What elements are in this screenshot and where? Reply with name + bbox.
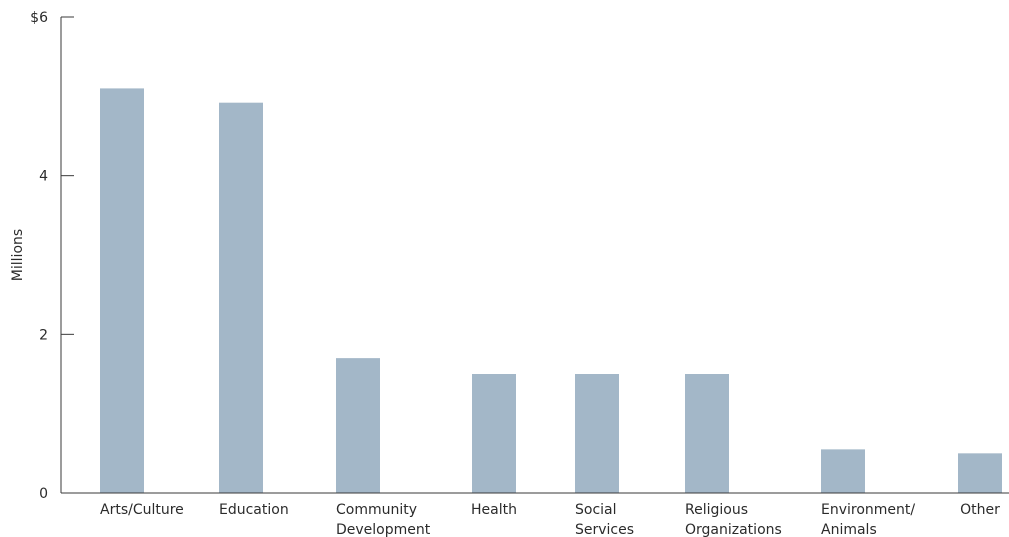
x-tick-label: Community Development xyxy=(336,502,431,537)
x-tick-label-line: Health xyxy=(471,502,517,518)
x-tick-label: Religious Organizations xyxy=(685,502,782,537)
bar xyxy=(219,102,263,494)
x-tick-label-line: Social xyxy=(575,502,617,518)
y-axis: 0 2 4 $6 xyxy=(30,10,74,502)
x-tick-label-line: Development xyxy=(336,522,431,537)
bars xyxy=(100,88,1002,494)
y-tick-label: 0 xyxy=(39,486,48,502)
x-tick-label: Health xyxy=(471,502,517,518)
x-tick-label-line: Community xyxy=(336,502,417,518)
y-axis-title: Millions xyxy=(10,229,26,281)
bar xyxy=(685,374,729,493)
x-tick-label-line: Religious xyxy=(685,502,748,518)
x-tick-label-line: Animals xyxy=(821,522,877,537)
y-tick-label: 4 xyxy=(39,169,48,185)
x-tick-label-line: Arts/Culture xyxy=(100,502,184,518)
x-tick-label-line: Other xyxy=(960,502,1000,518)
bar xyxy=(472,374,516,493)
bar xyxy=(821,449,865,493)
x-tick-label: Social Services xyxy=(575,502,634,537)
x-tick-label: Other xyxy=(960,502,1000,518)
bar xyxy=(336,358,380,493)
bar xyxy=(100,88,144,494)
x-tick-label-line: Education xyxy=(219,502,289,518)
x-tick-label: Arts/Culture xyxy=(100,502,184,518)
x-tick-label-line: Environment/ xyxy=(821,502,915,518)
bar xyxy=(958,453,1002,493)
x-tick-label-line: Services xyxy=(575,522,634,537)
bar xyxy=(575,374,619,493)
x-axis: Arts/Culture Education Community Developmen… xyxy=(61,492,1009,537)
y-tick-label: 2 xyxy=(39,327,48,343)
x-tick-label: Education xyxy=(219,502,289,518)
y-tick-label: $6 xyxy=(30,10,48,26)
x-tick-label: Environment/Animals xyxy=(821,502,915,537)
x-tick-label-line: Organizations xyxy=(685,522,782,537)
